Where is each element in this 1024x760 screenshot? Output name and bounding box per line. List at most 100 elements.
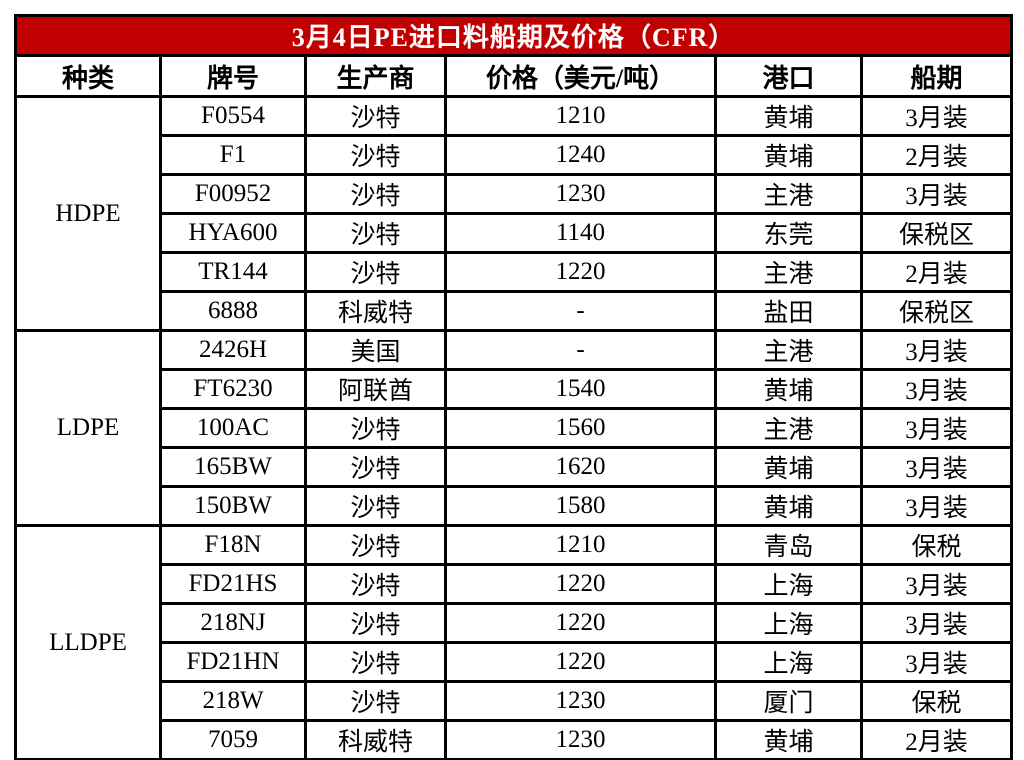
port-cell: 黄埔: [714, 485, 863, 527]
table-row: 218W 沙特 1230 厦门 保税: [16, 680, 1014, 722]
producer-cell: 沙特: [304, 407, 447, 449]
price-cell: 1230: [444, 680, 717, 722]
price-cell: 1220: [444, 251, 717, 293]
port-cell: 盐田: [714, 290, 863, 332]
grade-cell: 6888: [159, 290, 307, 332]
shipment-cell: 3月装: [859, 641, 1014, 683]
grade-cell: F00952: [159, 173, 307, 215]
port-cell: 上海: [714, 641, 863, 683]
price-cell: -: [444, 290, 717, 332]
type-cell-lldpe: LLDPE: [14, 524, 162, 760]
shipment-cell: 2月装: [859, 251, 1014, 293]
grade-cell: 150BW: [159, 485, 307, 527]
price-cell: 1230: [444, 719, 717, 760]
shipment-cell: 保税区: [859, 290, 1014, 332]
producer-cell: 科威特: [304, 290, 447, 332]
producer-cell: 美国: [304, 329, 447, 371]
producer-cell: 沙特: [304, 602, 447, 644]
port-cell: 黄埔: [714, 368, 863, 410]
table-row: FD21HS 沙特 1220 上海 3月装: [16, 563, 1014, 605]
shipment-cell: 2月装: [859, 719, 1014, 760]
port-cell: 主港: [714, 173, 863, 215]
shipment-cell: 3月装: [859, 446, 1014, 488]
producer-cell: 沙特: [304, 95, 447, 137]
table-row: HYA600 沙特 1140 东莞 保税区: [16, 212, 1014, 254]
port-cell: 上海: [714, 563, 863, 605]
header-shipment: 船期: [859, 54, 1014, 98]
table-row: F00952 沙特 1230 主港 3月装: [16, 173, 1014, 215]
port-cell: 厦门: [714, 680, 863, 722]
table-row: 165BW 沙特 1620 黄埔 3月装: [16, 446, 1014, 488]
shipment-cell: 3月装: [859, 329, 1014, 371]
header-grade: 牌号: [159, 54, 307, 98]
price-cell: 1210: [444, 95, 717, 137]
price-cell: 1220: [444, 563, 717, 605]
shipment-cell: 3月装: [859, 95, 1014, 137]
producer-cell: 沙特: [304, 680, 447, 722]
grade-cell: FD21HN: [159, 641, 307, 683]
price-cell: 1220: [444, 641, 717, 683]
table-row: 150BW 沙特 1580 黄埔 3月装: [16, 485, 1014, 527]
producer-cell: 沙特: [304, 251, 447, 293]
shipment-cell: 保税: [859, 524, 1014, 566]
shipment-cell: 保税区: [859, 212, 1014, 254]
price-cell: 1220: [444, 602, 717, 644]
grade-cell: 100AC: [159, 407, 307, 449]
grade-cell: F1: [159, 134, 307, 176]
shipment-cell: 保税: [859, 680, 1014, 722]
port-cell: 黄埔: [714, 446, 863, 488]
producer-cell: 沙特: [304, 524, 447, 566]
type-cell-ldpe: LDPE: [14, 329, 162, 527]
table-row: LDPE 2426H 美国 - 主港 3月装: [14, 329, 1014, 527]
table-body: HDPE F0554 沙特 1210 黄埔 3月装 F1 沙特 1240 黄埔 2月装 F00952 沙…: [14, 95, 1014, 760]
price-cell: 1620: [444, 446, 717, 488]
producer-cell: 沙特: [304, 446, 447, 488]
port-cell: 黄埔: [714, 719, 863, 760]
price-cell: 1140: [444, 212, 717, 254]
header-type: 种类: [14, 54, 162, 98]
table-row: 100AC 沙特 1560 主港 3月装: [16, 407, 1014, 449]
port-cell: 主港: [714, 407, 863, 449]
pe-import-price-table: 3月4日PE进口料船期及价格（CFR） 种类 牌号 生产商 价格（美元/吨） 港…: [13, 14, 1014, 760]
producer-cell: 沙特: [304, 485, 447, 527]
shipment-cell: 3月装: [859, 173, 1014, 215]
price-cell: 1230: [444, 173, 717, 215]
port-cell: 东莞: [714, 212, 863, 254]
header-price: 价格（美元/吨）: [444, 54, 717, 98]
table-row: TR144 沙特 1220 主港 2月装: [16, 251, 1014, 293]
shipment-cell: 3月装: [859, 407, 1014, 449]
type-cell-hdpe: HDPE: [14, 95, 162, 332]
price-cell: 1580: [444, 485, 717, 527]
shipment-cell: 3月装: [859, 368, 1014, 410]
producer-cell: 沙特: [304, 173, 447, 215]
shipment-cell: 3月装: [859, 485, 1014, 527]
producer-cell: 沙特: [304, 641, 447, 683]
grade-cell: F18N: [159, 524, 307, 566]
table-header-row: 种类 牌号 生产商 价格（美元/吨） 港口 船期: [14, 54, 1014, 98]
port-cell: 青岛: [714, 524, 863, 566]
producer-cell: 科威特: [304, 719, 447, 760]
table-row: 6888 科威特 - 盐田 保税区: [16, 290, 1014, 332]
price-cell: 1240: [444, 134, 717, 176]
port-cell: 主港: [714, 251, 863, 293]
producer-cell: 阿联酋: [304, 368, 447, 410]
grade-cell: FT6230: [159, 368, 307, 410]
price-cell: 1540: [444, 368, 717, 410]
table-row: LLDPE F18N 沙特 1210 青岛 保税: [14, 524, 1014, 760]
table-row: F1 沙特 1240 黄埔 2月装: [16, 134, 1014, 176]
price-cell: 1210: [444, 524, 717, 566]
grade-cell: TR144: [159, 251, 307, 293]
grade-cell: HYA600: [159, 212, 307, 254]
table-row: FD21HN 沙特 1220 上海 3月装: [16, 641, 1014, 683]
grade-cell: F0554: [159, 95, 307, 137]
producer-cell: 沙特: [304, 563, 447, 605]
port-cell: 上海: [714, 602, 863, 644]
table-row: HDPE F0554 沙特 1210 黄埔 3月装: [14, 95, 1014, 332]
port-cell: 黄埔: [714, 95, 863, 137]
producer-cell: 沙特: [304, 134, 447, 176]
table-row: FT6230 阿联酋 1540 黄埔 3月装: [16, 368, 1014, 410]
shipment-cell: 2月装: [859, 134, 1014, 176]
price-cell: -: [444, 329, 717, 371]
grade-cell: 218NJ: [159, 602, 307, 644]
